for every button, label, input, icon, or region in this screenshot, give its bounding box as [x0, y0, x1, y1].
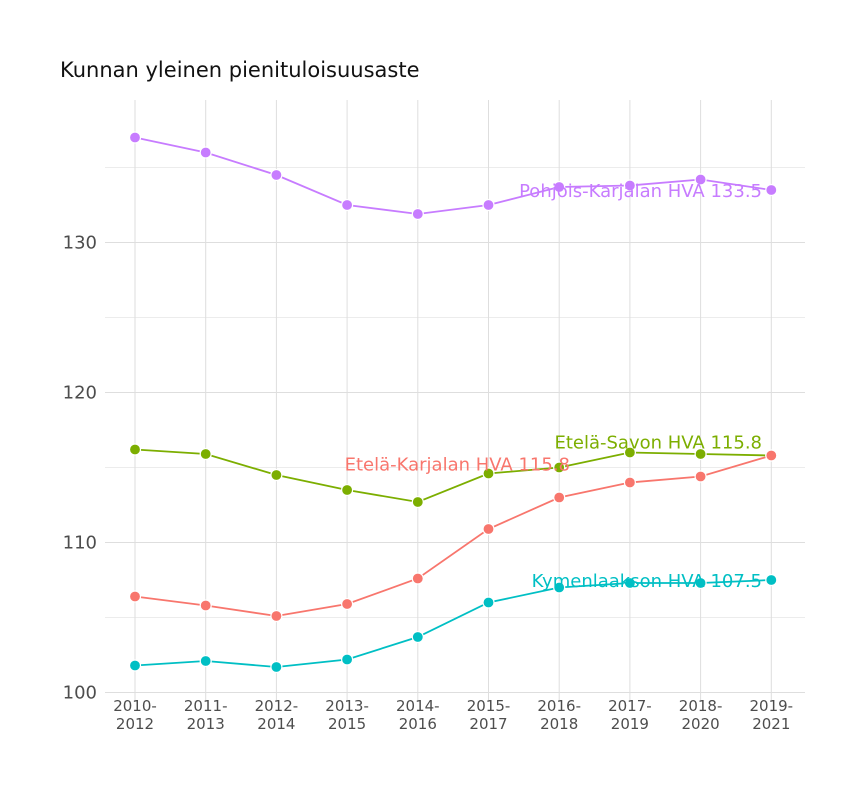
y-tick-label: 100 — [63, 683, 97, 704]
data-point — [765, 449, 778, 462]
y-tick-label: 120 — [63, 383, 97, 404]
data-point — [482, 467, 495, 480]
series-end-label: Etelä-Karjalan HVA 115.8 — [345, 455, 570, 476]
data-point — [411, 630, 424, 644]
series-end-label: Pohjois-Karjalan HVA 133.5 — [519, 181, 762, 202]
x-tick-label: 2016-2018 — [537, 697, 581, 733]
data-point — [411, 207, 424, 221]
data-point — [694, 470, 707, 483]
data-point — [270, 168, 283, 182]
data-point — [623, 446, 637, 459]
data-point — [341, 653, 354, 666]
x-tick-label: 2019-2021 — [750, 697, 794, 733]
x-axis-ticks: 2010-2012 2011-2013 2012-2014 2013-2015 2014… — [113, 697, 793, 733]
x-tick-label: 2010-2012 — [113, 697, 157, 733]
series-labels: Pohjois-Karjalan HVA 133.5 Etelä-Savon HV… — [345, 181, 762, 592]
data-point — [553, 491, 566, 504]
data-point — [694, 576, 707, 590]
data-point — [623, 179, 637, 192]
x-tick-label: 2011-2013 — [184, 697, 228, 733]
data-point — [199, 654, 212, 668]
x-tick-label: 2014-2016 — [396, 697, 440, 733]
data-point — [199, 447, 212, 461]
data-point — [553, 180, 566, 194]
x-tick-label: 2015-2017 — [467, 697, 511, 733]
data-point — [128, 659, 142, 672]
data-point — [199, 146, 212, 159]
data-point — [482, 596, 495, 609]
y-tick-label: 110 — [63, 533, 97, 554]
data-point — [270, 609, 283, 623]
series-line — [134, 136, 772, 215]
data-point — [623, 476, 637, 489]
x-tick-label: 2013-2015 — [325, 697, 369, 733]
data-point — [765, 183, 778, 197]
y-tick-label: 130 — [63, 233, 97, 254]
series-line — [134, 579, 772, 668]
data-point — [694, 173, 707, 186]
series-end-label: Kymenlaakson HVA 107.5 — [532, 571, 762, 592]
y-axis-ticks: 100 110 120 130 — [63, 233, 97, 704]
data-point — [270, 468, 283, 482]
data-point — [482, 522, 495, 536]
data-point — [411, 495, 424, 509]
data-point — [341, 597, 354, 611]
chart-title: Kunnan yleinen pienituloisuusaste — [60, 58, 420, 82]
data-point — [341, 198, 354, 212]
data-point — [128, 590, 142, 603]
series-end-label: Etelä-Savon HVA 115.8 — [554, 433, 762, 454]
data-point — [270, 660, 283, 674]
x-tick-label: 2012-2014 — [255, 697, 299, 733]
data-point — [553, 581, 566, 594]
data-point — [128, 443, 142, 456]
series-line — [134, 454, 772, 617]
data-point — [482, 198, 495, 212]
data-point — [765, 573, 778, 587]
data-point — [411, 572, 424, 585]
data-points — [128, 131, 778, 674]
series-lines — [134, 136, 772, 668]
data-point — [128, 131, 142, 144]
data-point — [623, 576, 637, 590]
data-point — [553, 461, 566, 474]
series-line — [134, 448, 772, 503]
data-point — [341, 483, 354, 497]
data-point — [694, 447, 707, 461]
x-tick-label: 2018-2020 — [679, 697, 723, 733]
x-tick-label: 2017-2019 — [608, 697, 652, 733]
data-point — [199, 599, 212, 612]
